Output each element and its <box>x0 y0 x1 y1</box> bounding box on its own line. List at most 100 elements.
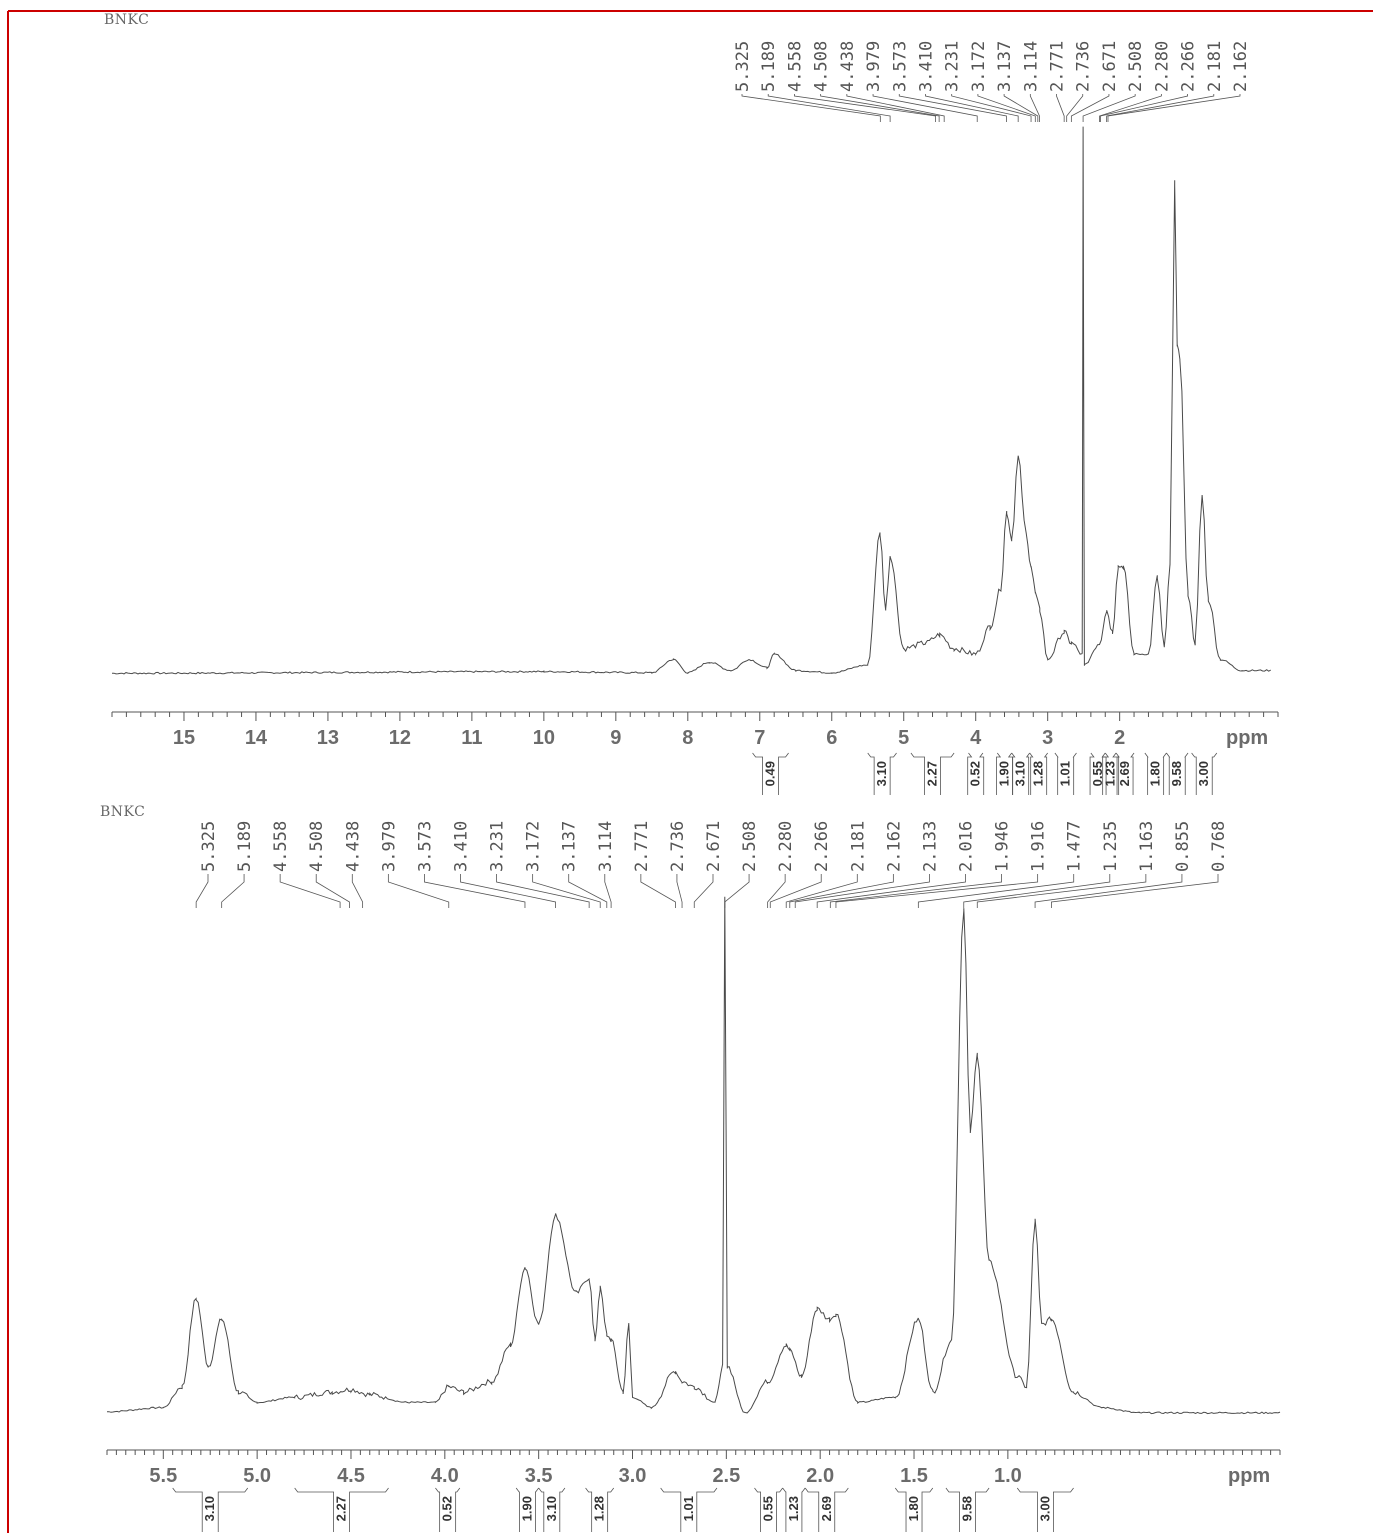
x-tick-label: 14 <box>245 727 268 749</box>
integral-value: 1.90 <box>519 1496 534 1521</box>
integral-value: 3.10 <box>202 1496 217 1521</box>
peak-leader-line <box>279 874 341 908</box>
peak-shift-label: 3.137 <box>995 41 1015 92</box>
x-tick-label: 7 <box>754 727 765 749</box>
peak-leader-line <box>1066 94 1084 122</box>
peak-shift-label: 2.162 <box>884 821 904 872</box>
x-tick-label: 2.0 <box>806 1465 834 1487</box>
integral-bracket <box>1054 752 1077 795</box>
integral-region: 1.90 <box>996 752 1013 795</box>
peak-shift-label: 2.736 <box>1074 41 1094 92</box>
x-tick-label: 3 <box>1042 727 1053 749</box>
integral-bracket <box>1102 752 1120 795</box>
peak-leader-line <box>820 94 940 122</box>
spectrum-trace <box>111 126 1272 675</box>
integral-bracket <box>945 1487 990 1532</box>
integral-bracket <box>172 1487 249 1532</box>
integral-value: 0.55 <box>761 1496 776 1521</box>
integral-bracket <box>515 1487 539 1532</box>
peak-leader-line <box>1106 94 1215 122</box>
peak-shift-label: 3.410 <box>452 821 472 872</box>
peak-leader-line <box>1070 94 1110 122</box>
x-tick-label: 11 <box>461 727 482 749</box>
integral-value: 2.27 <box>334 1496 349 1521</box>
integral-value: 2.69 <box>1117 761 1132 786</box>
integral-value: 0.52 <box>440 1496 455 1521</box>
integral-bracket <box>1191 752 1218 795</box>
integral-value: 1.80 <box>1148 761 1163 786</box>
integral-bracket <box>1029 752 1048 795</box>
integral-bracket <box>1011 752 1031 795</box>
peak-leader-line <box>835 874 1039 908</box>
x-tick-label: 13 <box>317 727 339 749</box>
peak-leader-line <box>604 874 612 908</box>
peak-shift-label: 0.768 <box>1209 821 1229 872</box>
integral-region: 9.58 <box>1166 752 1189 795</box>
peak-shift-label: 0.855 <box>1173 821 1193 872</box>
peak-leader-line <box>315 874 350 908</box>
integral-value: 0.55 <box>1090 761 1105 786</box>
peak-shift-label: 3.172 <box>969 41 989 92</box>
peak-shift-label: 1.235 <box>1101 821 1121 872</box>
integral-value: 3.10 <box>544 1496 559 1521</box>
x-tick-label: 5 <box>898 727 909 749</box>
peak-shift-label: 2.508 <box>1126 41 1146 92</box>
integral-value: 0.49 <box>763 761 778 786</box>
integral-bracket <box>1166 752 1189 795</box>
peak-leader-line <box>221 874 245 908</box>
peak-shift-label: 2.671 <box>704 821 724 872</box>
peak-shift-label: 2.181 <box>848 821 868 872</box>
peak-shift-label: 2.736 <box>668 821 688 872</box>
integral-region: 3.10 <box>538 1487 566 1532</box>
integral-region: 1.23 <box>782 1487 806 1532</box>
integral-value: 9.58 <box>960 1496 975 1521</box>
peak-shift-label: 4.438 <box>343 821 363 872</box>
x-axis-ticks-expanded <box>106 1450 1281 1459</box>
integral-value: 1.90 <box>996 761 1011 786</box>
peak-shift-label: 3.979 <box>864 41 884 92</box>
peak-leader-line <box>741 94 881 122</box>
integral-bracket <box>782 1487 806 1532</box>
peak-leader-line <box>1051 874 1219 908</box>
peak-shift-label: 3.573 <box>890 41 910 92</box>
peak-leader-line <box>872 94 978 122</box>
x-tick-label: 3.0 <box>619 1465 647 1487</box>
peak-label-group: 5.325 5.189 4.558 4.508 4.438 3.979 3.573 3.410… <box>733 41 1251 92</box>
integral-value: 1.01 <box>1058 761 1073 786</box>
integral-bracket <box>967 752 985 795</box>
peak-leader-line <box>676 874 683 908</box>
integral-value: 1.01 <box>681 1496 696 1521</box>
peak-shift-label: 4.558 <box>785 41 805 92</box>
x-tick-label: 4.5 <box>337 1465 365 1487</box>
integral-value: 9.58 <box>1169 761 1184 786</box>
peak-leader-line <box>785 874 858 908</box>
peak-leader-line <box>898 94 1007 122</box>
x-tick-label: 8 <box>682 727 693 749</box>
integral-bracket <box>894 1487 934 1532</box>
integral-bracket <box>585 1487 615 1532</box>
peak-shift-label: 4.508 <box>307 821 327 872</box>
x-axis-unit-expanded: ppm <box>1228 1465 1270 1487</box>
x-axis-ticks <box>111 712 1279 721</box>
peak-shift-label: 1.477 <box>1065 821 1085 872</box>
integral-value: 3.00 <box>1196 761 1211 786</box>
integral-region: 0.55 <box>754 1487 783 1532</box>
x-tick-label: 1.5 <box>900 1465 928 1487</box>
peak-shift-label: 1.946 <box>993 821 1013 872</box>
peak-leader-line <box>1056 94 1065 122</box>
peak-leader-line <box>387 874 450 908</box>
integral-group: 0.49 3.10 2.27 0.52 1.90 3.10 1.28 1.01 0.551.23… <box>752 752 1218 795</box>
integral-bracket <box>435 1487 461 1532</box>
peak-shift-label: 3.114 <box>1021 41 1041 92</box>
peak-leader-group-expanded <box>195 874 1219 908</box>
x-tick-label: 4 <box>970 727 982 749</box>
peak-leader-line <box>424 874 526 908</box>
x-tick-label: 3.5 <box>525 1465 553 1487</box>
peak-leader-line <box>794 874 930 908</box>
integral-region: 0.49 <box>752 752 789 795</box>
integral-group-expanded: 3.10 2.27 0.52 1.90 3.10 1.28 1.01 0.55 1.23 2.69… <box>172 1487 1074 1532</box>
peak-shift-label: 3.231 <box>943 41 963 92</box>
integral-region: 1.80 <box>1144 752 1167 795</box>
peak-shift-label: 5.189 <box>759 41 779 92</box>
